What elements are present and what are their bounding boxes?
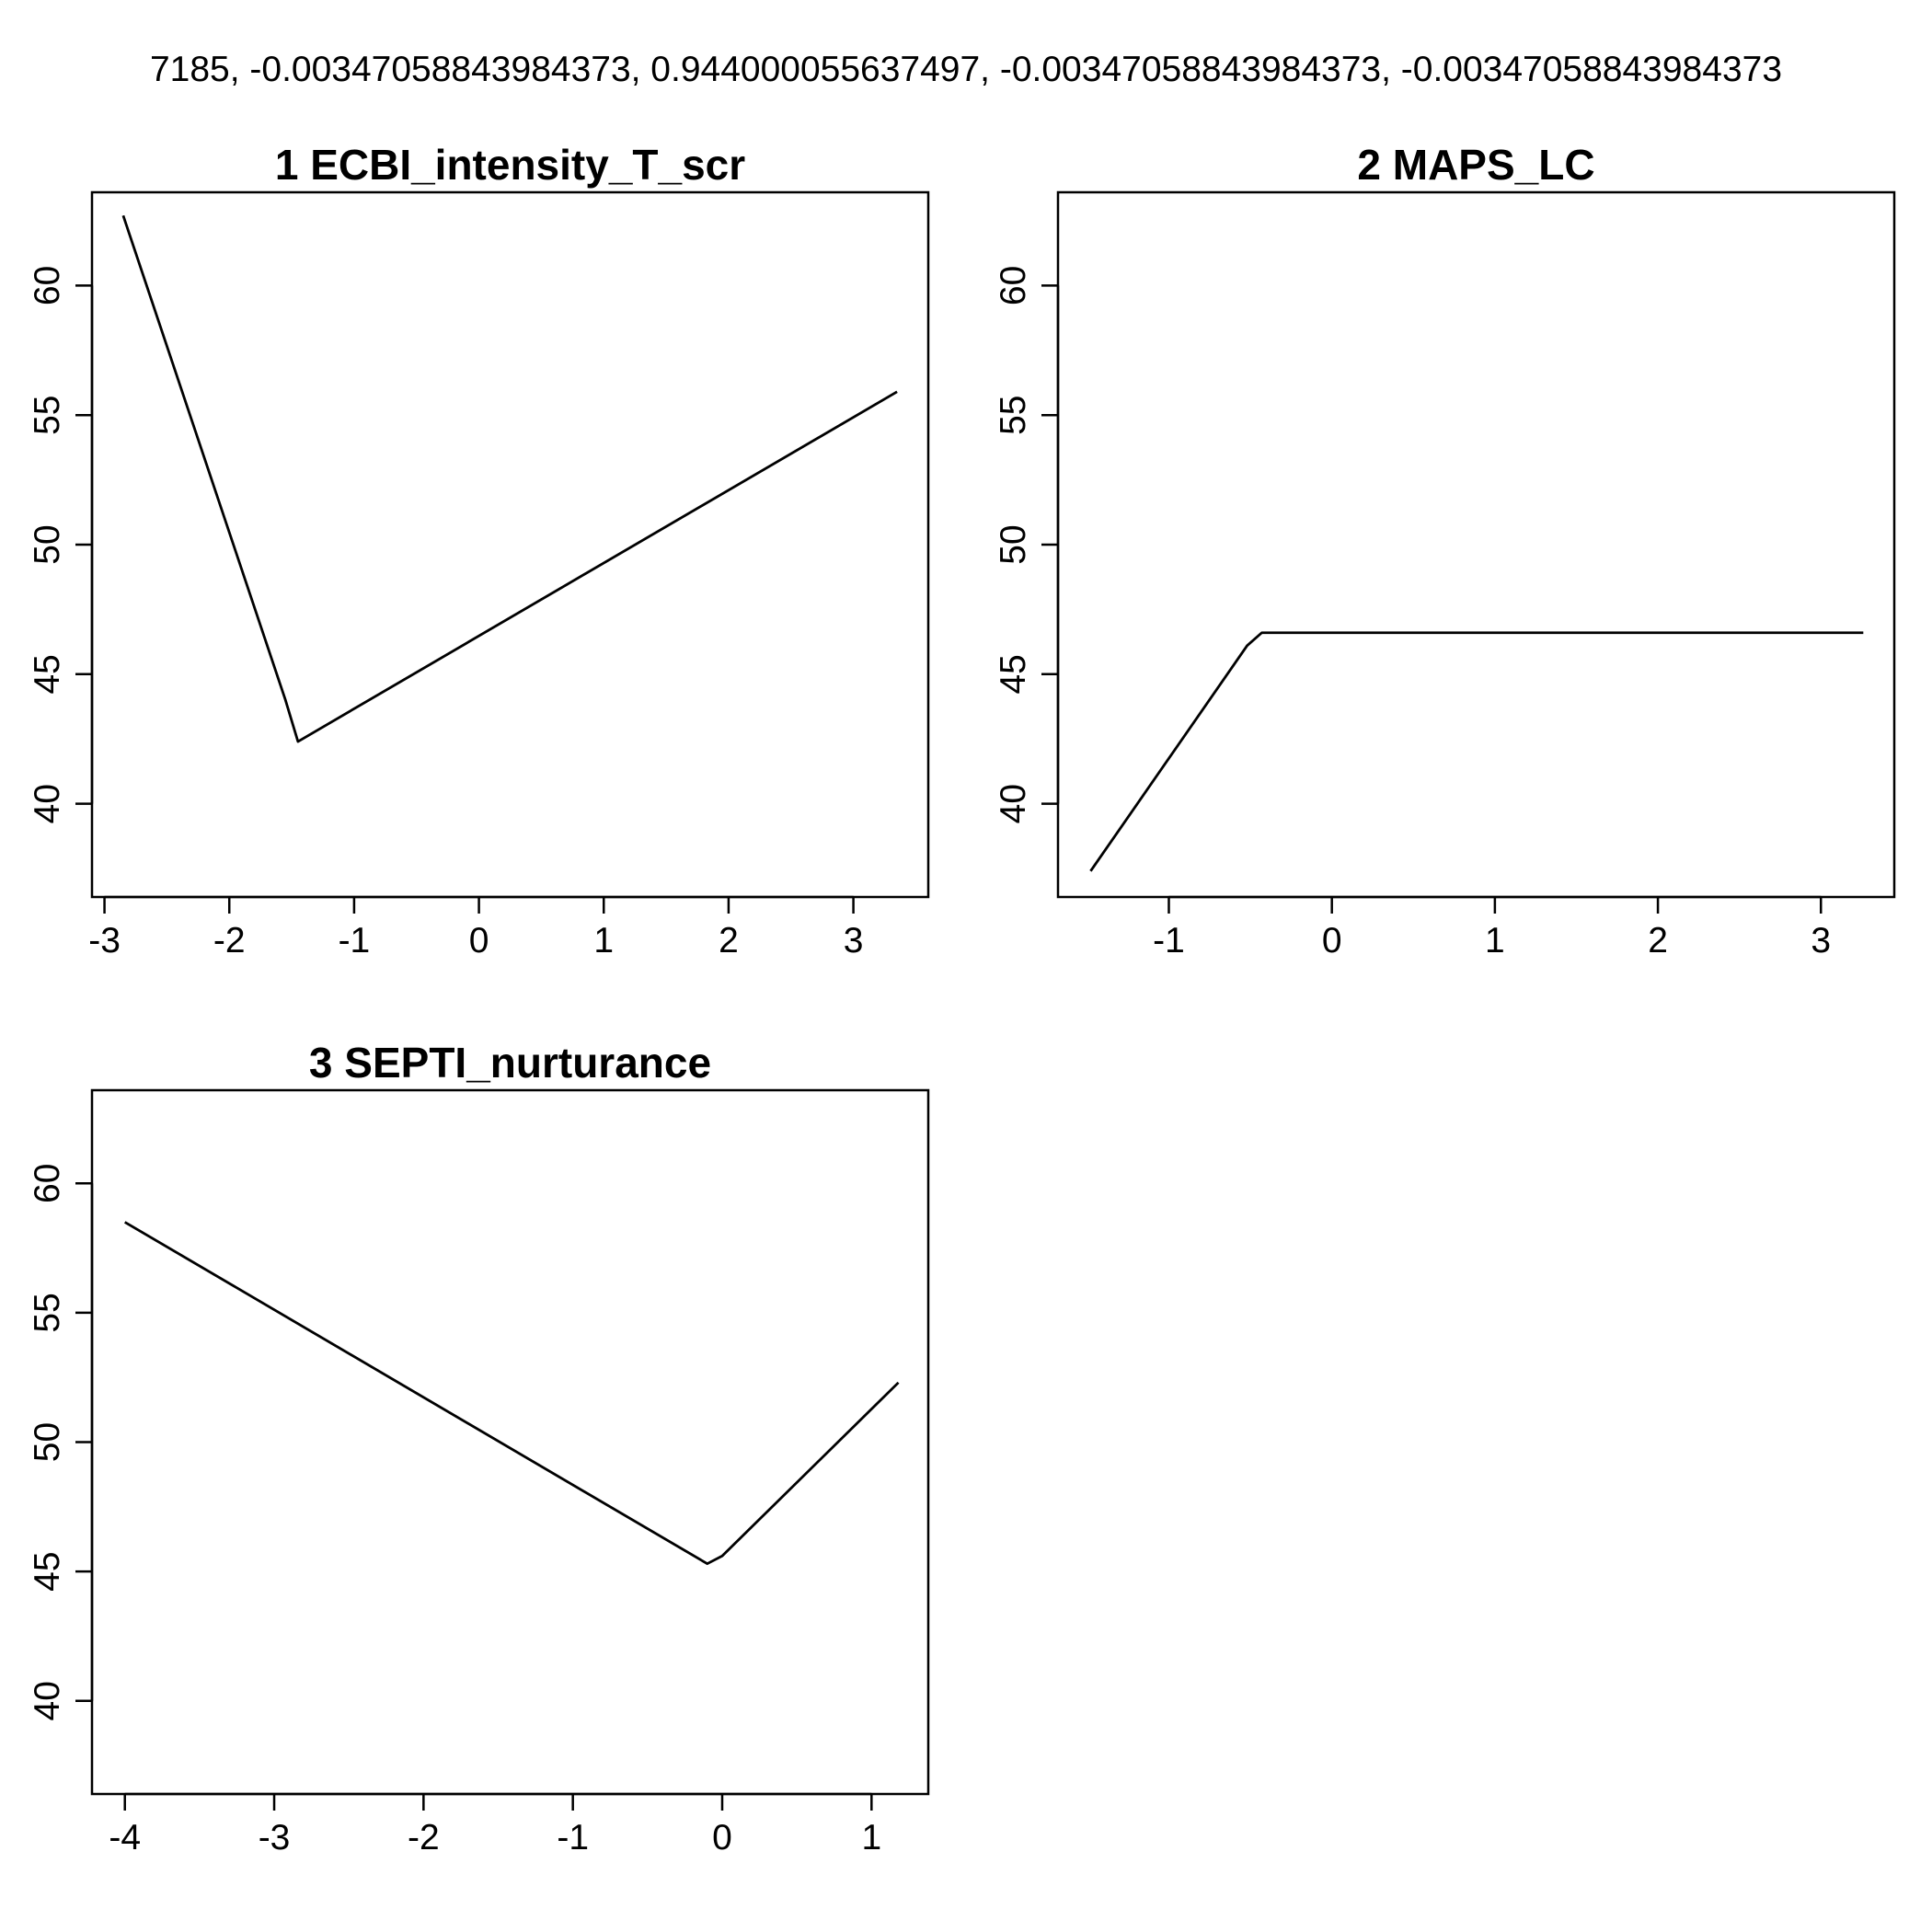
panel-3-title: 3 SEPTI_nurturance: [309, 1039, 711, 1087]
panel-1-y-tick-label: 45: [28, 654, 67, 694]
panel-1-y-tick-label: 50: [28, 524, 67, 564]
panel-1-x-tick-label: 1: [593, 921, 614, 960]
panel-1: 1 ECBI_intensity_T_scr -3 -2 -1 0 1 2 3 40 45 50…: [28, 141, 930, 960]
panel-1-y-tick-label: 40: [28, 784, 67, 823]
panel-3-x-tick-label: -1: [557, 1818, 589, 1857]
panel-2-y-tick-label: 45: [994, 654, 1033, 694]
panel-1-series-line: [121, 214, 898, 743]
panel-3-y-tick-label: 45: [28, 1551, 67, 1591]
panel-2-x-tick-label: 0: [1322, 921, 1342, 960]
panel-2: 2 MAPS_LC -1 0 1 2 3 40 45 50 55 60: [994, 141, 1896, 960]
panel-3-y-axis: 40 45 50 55 60: [28, 1164, 94, 1720]
panel-2-y-tick-label: 50: [994, 524, 1033, 564]
panel-2-series-line: [1089, 631, 1864, 872]
panel-2-frame: [1056, 190, 1896, 899]
panel-3-x-tick-label: -3: [259, 1818, 291, 1857]
panel-3-y-tick-label: 60: [28, 1164, 67, 1203]
panel-1-y-tick-label: 60: [28, 266, 67, 305]
panel-3-x-tick-label: -2: [408, 1818, 440, 1857]
panel-2-y-tick-label: 40: [994, 784, 1033, 823]
panel-1-x-tick-label: -3: [88, 921, 121, 960]
panel-2-x-tick-label: 1: [1485, 921, 1505, 960]
panel-1-x-axis: -3 -2 -1 0 1 2 3: [88, 895, 864, 960]
panel-1-y-axis: 40 45 50 55 60: [28, 266, 94, 823]
panel-3-x-tick-label: 1: [861, 1818, 881, 1857]
panel-3-y-tick-label: 40: [28, 1681, 67, 1720]
panel-1-x-tick-label: -1: [339, 921, 371, 960]
panel-1-x-tick-label: 2: [719, 921, 739, 960]
panel-2-title: 2 MAPS_LC: [1357, 141, 1594, 189]
panel-2-x-tick-label: 3: [1811, 921, 1831, 960]
panel-2-x-tick-label: 2: [1648, 921, 1668, 960]
panel-1-x-tick-label: 3: [844, 921, 864, 960]
panel-3-x-tick-label: 0: [712, 1818, 732, 1857]
panel-2-x-tick-label: -1: [1153, 921, 1185, 960]
panel-1-x-tick-label: -2: [213, 921, 246, 960]
panel-1-x-tick-label: 0: [469, 921, 489, 960]
panel-2-x-axis: -1 0 1 2 3: [1153, 895, 1831, 960]
panel-3-y-tick-label: 50: [28, 1422, 67, 1462]
panel-3-y-tick-label: 55: [28, 1293, 67, 1332]
panel-1-frame: [90, 190, 930, 899]
figure-header-text: 7185, -0.00347058843984373, 0.9440000556…: [150, 50, 1782, 89]
panel-3-x-tick-label: -4: [109, 1818, 141, 1857]
panel-3-frame: [90, 1088, 930, 1796]
panel-2-y-tick-label: 60: [994, 266, 1033, 305]
panel-1-title: 1 ECBI_intensity_T_scr: [275, 141, 745, 189]
panel-2-y-tick-label: 55: [994, 395, 1033, 434]
panel-3-x-axis: -4 -3 -2 -1 0 1: [109, 1792, 881, 1857]
panel-3-series-line: [124, 1221, 900, 1566]
panel-2-y-axis: 40 45 50 55 60: [994, 266, 1060, 823]
panel-3: 3 SEPTI_nurturance -4 -3 -2 -1 0 1 40 45 50 55 60: [28, 1039, 930, 1857]
panel-1-y-tick-label: 55: [28, 395, 67, 434]
